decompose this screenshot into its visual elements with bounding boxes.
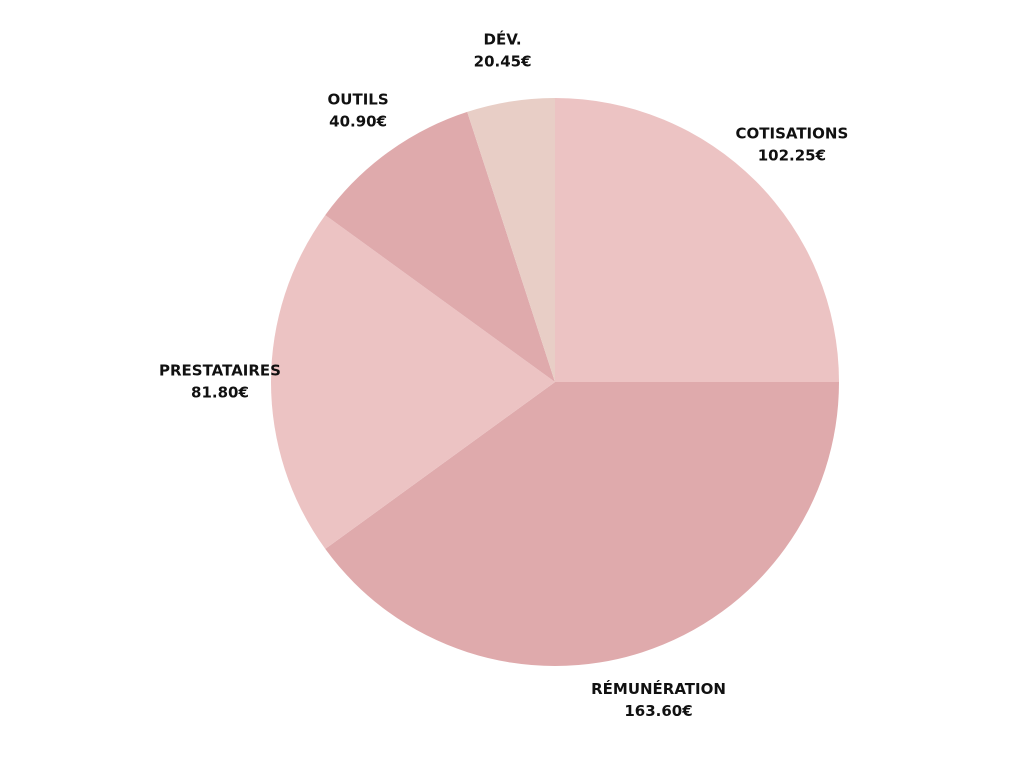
value-label: 40.90€ (329, 112, 387, 130)
value-label: 81.80€ (191, 384, 249, 402)
slice-label: COTISATIONS (736, 125, 849, 143)
pie-slice (325, 111, 555, 382)
pie-slice (325, 382, 840, 666)
slice-label: RÉMUNÉRATION (591, 679, 726, 698)
value-label: 102.25€ (758, 147, 826, 165)
slice-label: PRESTATAIRES (159, 362, 281, 380)
value-label: 20.45€ (474, 53, 532, 71)
pie-slice (555, 98, 839, 382)
value-label: 163.60€ (624, 702, 692, 720)
slice-label: OUTILS (328, 90, 389, 108)
pie-slice (271, 215, 555, 549)
pie-slice (467, 98, 555, 382)
slice-label: DÉV. (484, 30, 522, 49)
